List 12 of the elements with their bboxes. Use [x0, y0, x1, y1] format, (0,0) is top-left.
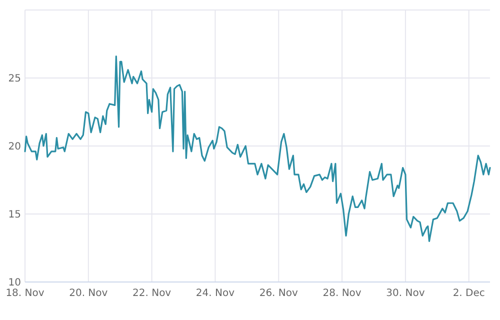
x-tick-label: 20. Nov	[69, 288, 108, 299]
y-tick-label: 15	[8, 210, 21, 220]
x-tick-label: 26. Nov	[259, 288, 298, 299]
x-tick-label: 28. Nov	[322, 288, 362, 299]
x-tick-label: 30. Nov	[386, 288, 425, 299]
x-tick-label: 22. Nov	[132, 288, 172, 299]
y-tick-label: 25	[8, 74, 21, 84]
x-tick-label: 2. Dec	[452, 288, 485, 299]
y-tick-label: 10	[8, 278, 21, 288]
y-tick-label: 20	[8, 142, 21, 152]
x-tick-label: 24. Nov	[196, 288, 235, 299]
x-tick-label: 18. Nov	[6, 288, 44, 299]
